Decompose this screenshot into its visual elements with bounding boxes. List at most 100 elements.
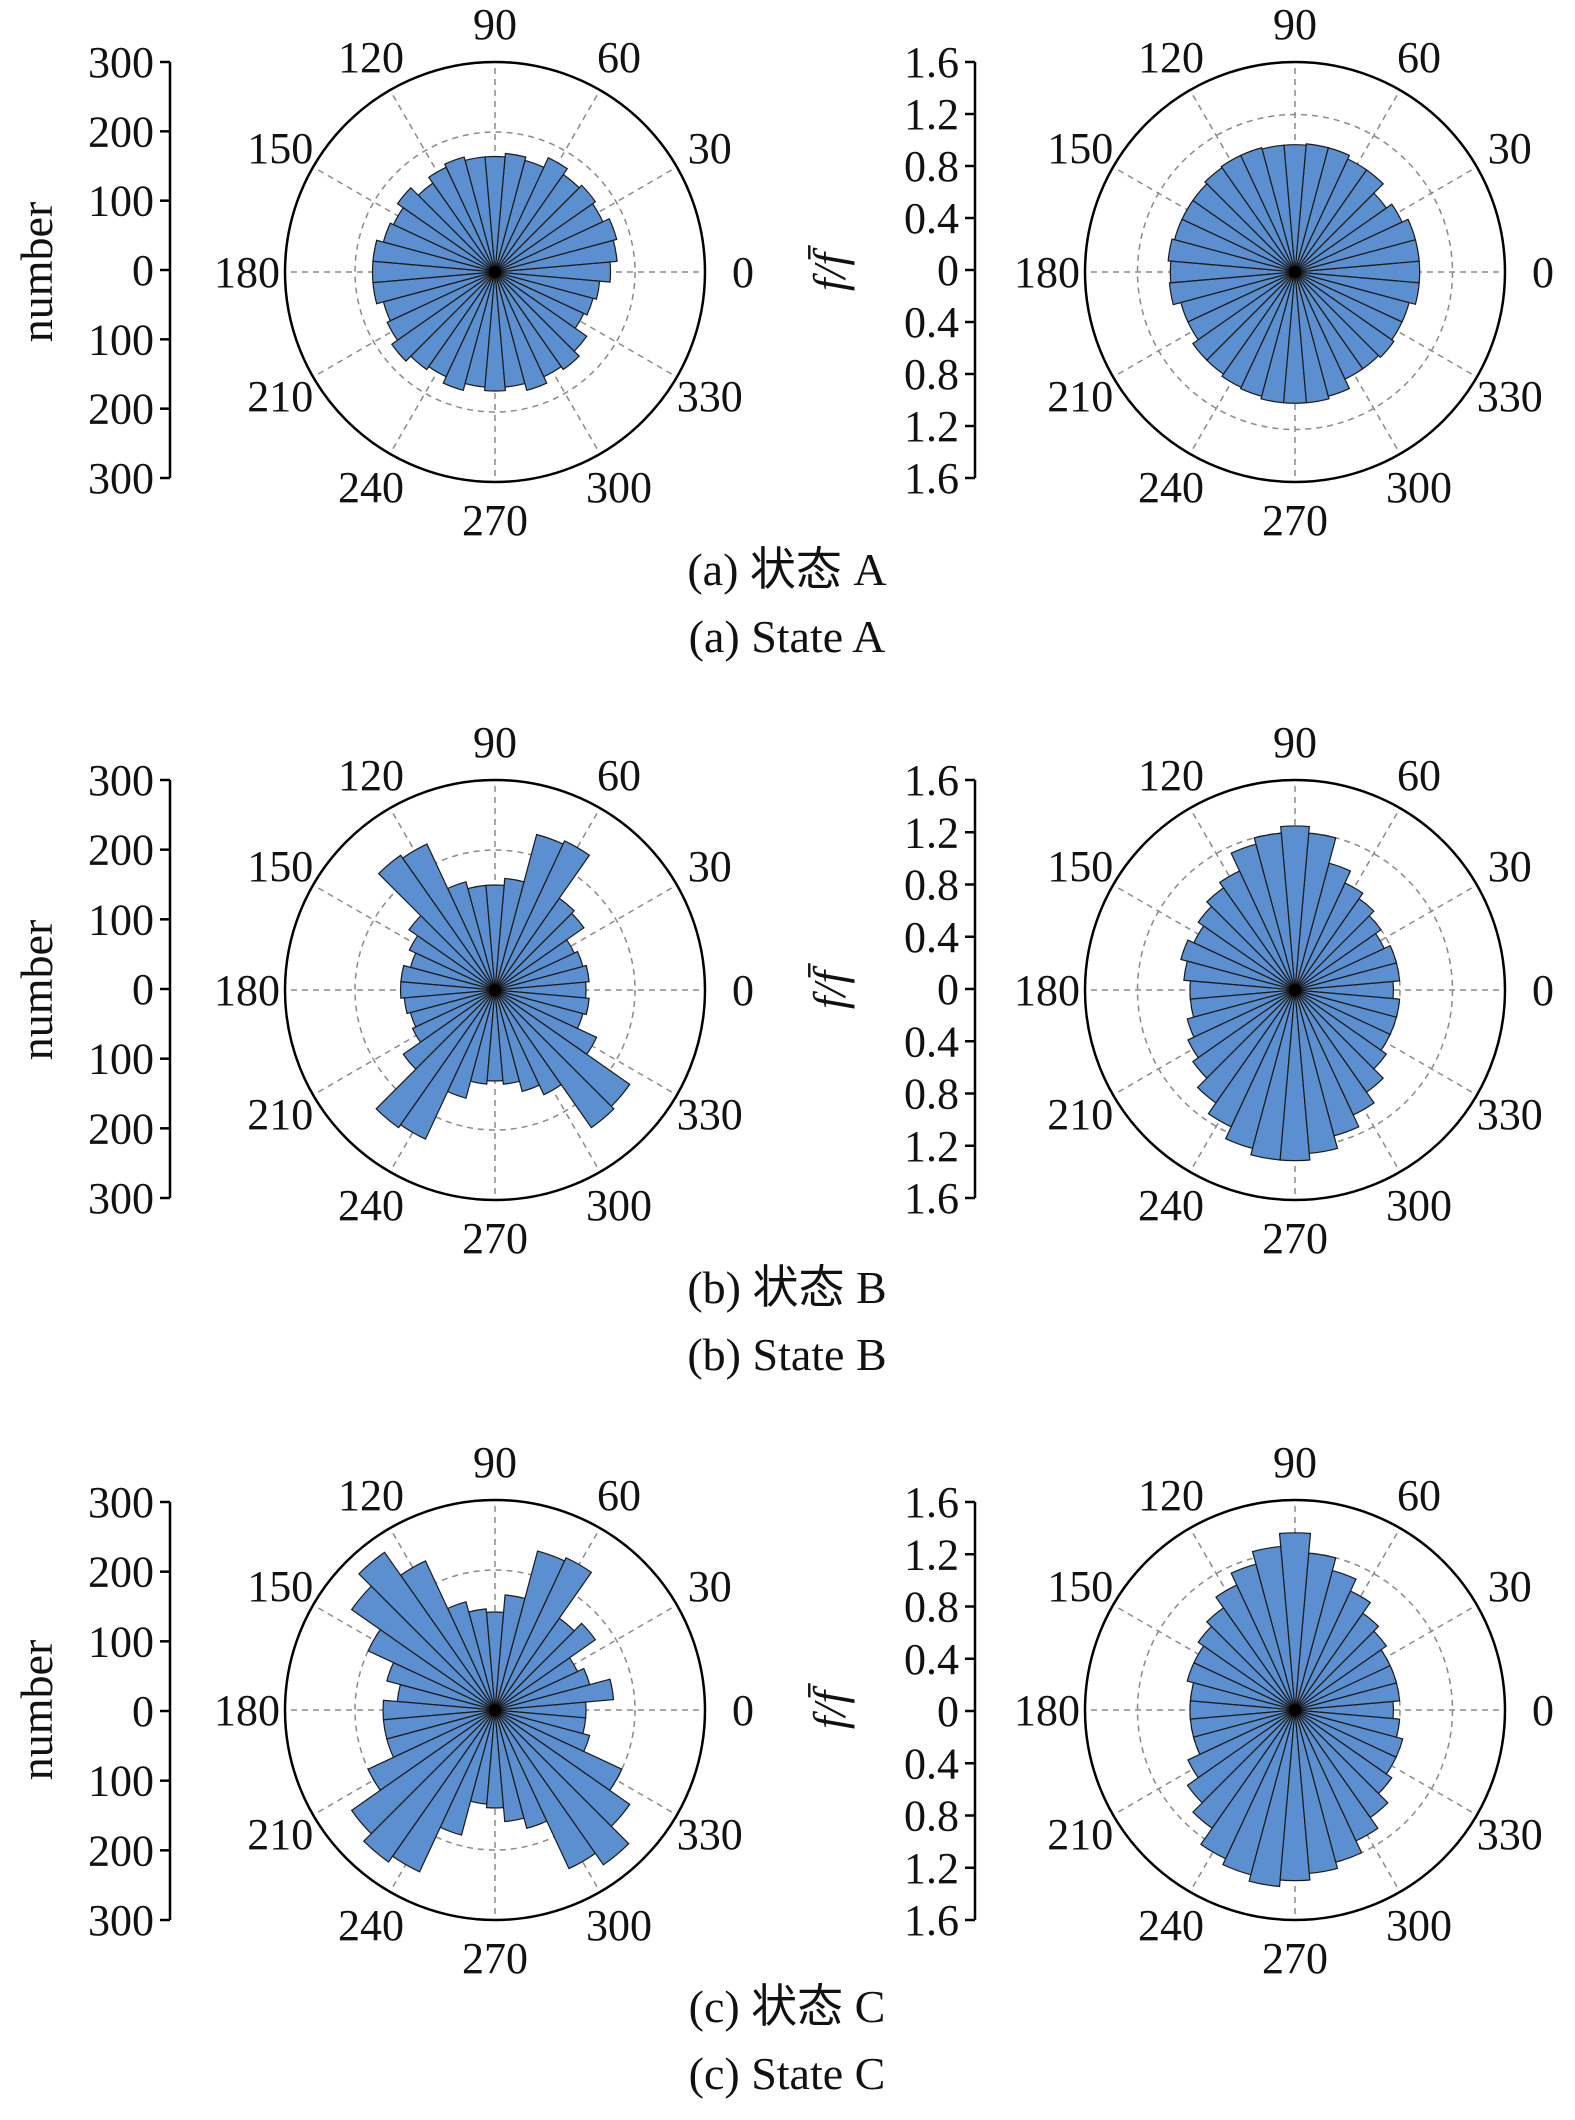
bar-sector <box>408 914 496 991</box>
bar-sector <box>1294 143 1330 273</box>
bar-sector <box>367 1628 496 1711</box>
radial-tick-label: 200 <box>88 1548 154 1597</box>
bar-sector <box>494 184 597 273</box>
bar-sector <box>1294 1709 1363 1863</box>
y-axis-label: f/f̄ <box>804 962 855 1009</box>
radial-tick-label: 1.2 <box>904 90 959 139</box>
bar-sector <box>362 1709 496 1863</box>
radial-tick-label: 0.8 <box>904 350 959 399</box>
angle-label: 300 <box>1386 463 1452 512</box>
radial-tick-label: 100 <box>88 177 154 226</box>
bar-sector <box>377 854 496 991</box>
polar-panel-a-left: 0 30 60 90 120 150 180 210 240 270 300 330 300 200 100… <box>11 0 754 545</box>
grid-ring <box>1189 884 1401 1096</box>
bar-sector <box>494 1622 597 1711</box>
grid-ring <box>1189 1604 1401 1816</box>
angle-label: 330 <box>1477 372 1543 421</box>
bar-sector <box>386 1661 496 1711</box>
radial-tick-label: 0.4 <box>904 194 959 243</box>
bar-sector <box>1205 1607 1296 1711</box>
radial-tick-label: 0.4 <box>904 1739 959 1788</box>
angle-label: 60 <box>1397 751 1441 800</box>
angle-label: 270 <box>462 496 528 545</box>
angle-label: 60 <box>597 33 641 82</box>
bar-sector <box>1180 939 1296 991</box>
angle-label: 180 <box>214 1686 280 1735</box>
angle-label: 270 <box>1262 1214 1328 1263</box>
radial-tick-label: 100 <box>88 1035 154 1084</box>
radial-tick-label: 300 <box>88 38 154 87</box>
polar-panel-c-right: 03060901201501802102402703003301.61.20.8… <box>804 1438 1554 1983</box>
bar-sector <box>1294 989 1385 1093</box>
outer-circle <box>283 778 707 1202</box>
angle-label: 270 <box>1262 496 1328 545</box>
outer-circle <box>283 1498 707 1922</box>
polar-panel-b-right: 03060901201501802102402703003301.61.20.8… <box>804 718 1554 1263</box>
center-dot <box>489 984 501 996</box>
angle-label: 90 <box>473 0 517 49</box>
outer-circle <box>1083 60 1507 484</box>
angle-label: 240 <box>1138 463 1204 512</box>
outer-circle <box>1083 1498 1507 1922</box>
grid-ring <box>354 849 636 1131</box>
bar-sector <box>1197 905 1296 991</box>
grid-ring <box>354 131 636 413</box>
radial-tick-label: 1.6 <box>904 1896 959 1945</box>
bar-sector <box>427 166 496 273</box>
center-dot <box>489 266 501 278</box>
angle-label: 210 <box>1047 1090 1113 1139</box>
bar-sector <box>391 1709 496 1873</box>
bar-sector <box>399 989 496 1140</box>
angle-label: 0 <box>1532 248 1554 297</box>
bar-sector <box>494 1667 591 1711</box>
y-axis-label: f/f̄ <box>804 1682 855 1729</box>
polar-panel-b-left: 0 30 60 90 120 150 180 210 240 270 300 330 300 200 100… <box>11 718 754 1263</box>
angle-label: 0 <box>732 1686 754 1735</box>
angle-label: 180 <box>1014 1686 1080 1735</box>
angle-label: 330 <box>1477 1810 1543 1859</box>
radial-tick-label: 1.2 <box>904 402 959 451</box>
caption-en: (c) State C <box>689 2048 886 2099</box>
bar-sector <box>442 271 496 392</box>
angle-label: 270 <box>462 1934 528 1983</box>
bar-sector <box>494 833 564 991</box>
angle-label: 150 <box>1047 842 1113 891</box>
radial-tick-label: 100 <box>88 1617 154 1666</box>
angle-label: 240 <box>338 1901 404 1950</box>
bar-sector <box>1294 1709 1401 1738</box>
outer-circle <box>1083 778 1507 1202</box>
radial-tick-label: 0.8 <box>904 861 959 910</box>
angle-label: 180 <box>214 248 280 297</box>
angle-label: 60 <box>597 1471 641 1520</box>
bar-sector <box>1294 271 1351 397</box>
angle-label: 300 <box>586 1901 652 1950</box>
bar-sector <box>469 989 496 1085</box>
bars-group <box>375 833 631 1140</box>
angle-label: 120 <box>1138 1471 1204 1520</box>
grid-ring <box>354 1569 636 1851</box>
bar-sector <box>494 1709 630 1866</box>
angle-label: 270 <box>462 1214 528 1263</box>
angle-label: 240 <box>338 463 404 512</box>
bar-sector <box>494 217 618 273</box>
angle-label: 30 <box>1488 842 1532 891</box>
angle-label: 150 <box>247 842 313 891</box>
radial-tick-label: 1.6 <box>904 756 959 805</box>
angle-label: 300 <box>1386 1181 1452 1230</box>
bar-sector <box>494 271 548 392</box>
bar-sector <box>1294 989 1360 1137</box>
radial-tick-label: 0.8 <box>904 1070 959 1119</box>
angle-label: 210 <box>247 372 313 421</box>
bar-sector <box>494 157 569 273</box>
angle-label: 180 <box>1014 248 1080 297</box>
bar-sector <box>446 989 496 1099</box>
bar-sector <box>1294 1709 1379 1842</box>
angle-label: 60 <box>597 751 641 800</box>
radial-tick-label: 0 <box>132 965 154 1014</box>
y-axis-label: number <box>11 920 62 1061</box>
bar-sector <box>494 1709 587 1735</box>
bar-sector <box>1220 154 1296 273</box>
y-axis-label: number <box>11 1640 62 1781</box>
bars-group <box>1167 143 1421 404</box>
radial-tick-label: 200 <box>88 1104 154 1153</box>
